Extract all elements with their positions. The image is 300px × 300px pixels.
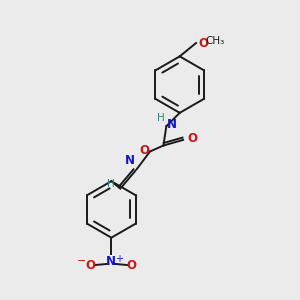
Text: N: N [106,255,116,268]
Text: +: + [116,254,124,264]
Text: H: H [107,179,115,189]
Text: O: O [140,143,150,157]
Text: N: N [125,154,135,167]
Text: N: N [167,118,177,131]
Text: O: O [127,259,136,272]
Text: O: O [188,132,198,145]
Text: CH₃: CH₃ [206,36,225,46]
Text: O: O [198,37,208,50]
Text: O: O [85,259,96,272]
Text: −: − [77,256,87,266]
Text: H: H [157,113,165,123]
